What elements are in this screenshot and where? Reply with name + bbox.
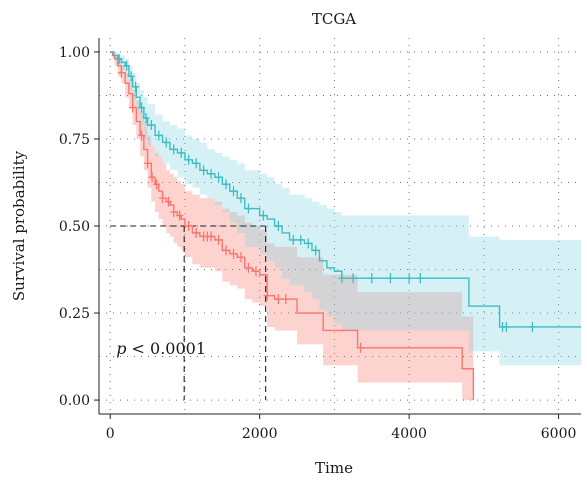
- p-value-symbol: p: [116, 339, 126, 358]
- y-tick-label: 0.25: [59, 306, 90, 322]
- censor-mark-cyan: [127, 71, 135, 82]
- censor-mark-red: [164, 196, 172, 207]
- censor-mark-cyan: [132, 81, 140, 92]
- censor-mark-cyan: [312, 245, 320, 256]
- censor-mark-cyan: [349, 273, 357, 284]
- censor-mark-cyan: [185, 154, 193, 165]
- censor-mark-red: [282, 294, 290, 305]
- x-tick-label: 6000: [541, 426, 577, 442]
- median-reference-lines: [110, 225, 267, 401]
- p-value-annotation: p < 0.0001: [116, 339, 206, 358]
- censor-mark-red: [237, 252, 245, 263]
- x-tick-label: 4000: [391, 426, 427, 442]
- ci-band-red: [110, 51, 474, 401]
- confidence-bands: [110, 51, 582, 401]
- censor-mark-red: [129, 102, 137, 113]
- censor-mark-cyan: [230, 186, 238, 197]
- censor-mark-cyan: [200, 165, 208, 176]
- chart-title: TCGA: [312, 10, 356, 28]
- censor-mark-cyan: [147, 120, 155, 131]
- x-axis-title: Time: [315, 459, 353, 477]
- censor-mark-red: [138, 130, 146, 141]
- censor-mark-cyan: [215, 172, 223, 183]
- censor-mark-cyan: [528, 321, 536, 332]
- censor-mark-red: [153, 179, 161, 190]
- axes: 0 2000 4000 6000 0.00 0.25 0.50 0.75 1.00: [59, 38, 581, 442]
- censor-mark-red: [192, 227, 200, 238]
- censor-mark-red: [222, 245, 230, 256]
- ci-band-cyan: [110, 51, 582, 366]
- y-tick-label: 0.75: [59, 132, 90, 148]
- censor-mark-red: [176, 210, 184, 221]
- censor-mark-cyan: [138, 102, 146, 113]
- x-tick-label: 0: [106, 426, 115, 442]
- censor-mark-cyan: [405, 273, 413, 284]
- censor-mark-red: [252, 266, 260, 277]
- censor-mark-cyan: [177, 147, 185, 158]
- censor-mark-cyan: [237, 193, 245, 204]
- censor-mark-cyan: [416, 273, 424, 284]
- censor-mark-red: [357, 342, 365, 353]
- censor-marks: [115, 53, 536, 353]
- y-tick-label: 0.50: [59, 219, 90, 235]
- censor-mark-red: [215, 234, 223, 245]
- censor-mark-red: [230, 248, 238, 259]
- x-tick-label: 2000: [242, 426, 278, 442]
- censor-mark-red: [148, 172, 156, 183]
- censor-mark-red: [144, 158, 152, 169]
- censor-mark-cyan: [338, 273, 346, 284]
- y-tick-label: 0.00: [59, 393, 90, 409]
- censor-mark-red: [244, 262, 252, 273]
- censor-mark-red: [185, 221, 193, 231]
- p-value-text: < 0.0001: [126, 339, 206, 358]
- censor-mark-cyan: [502, 321, 510, 332]
- censor-mark-cyan: [207, 168, 215, 179]
- censor-mark-red: [170, 207, 178, 218]
- censor-mark-cyan: [289, 234, 297, 245]
- censor-mark-cyan: [259, 210, 267, 221]
- censor-mark-cyan: [142, 113, 150, 124]
- y-tick-label: 1.00: [59, 45, 90, 61]
- y-axis-title: Survival probability: [10, 150, 28, 301]
- censor-mark-cyan: [368, 273, 376, 284]
- censor-mark-red: [263, 290, 271, 301]
- censor-mark-cyan: [244, 203, 252, 214]
- survival-curve-red: [110, 51, 475, 401]
- censor-mark-red: [207, 231, 215, 242]
- censor-mark-cyan: [123, 60, 131, 71]
- censor-mark-cyan: [170, 144, 178, 155]
- censor-mark-red: [274, 294, 282, 305]
- censor-mark-cyan: [386, 273, 394, 284]
- censor-mark-cyan: [222, 179, 230, 190]
- censor-mark-red: [117, 67, 125, 78]
- censor-mark-red: [159, 193, 167, 204]
- censor-mark-cyan: [304, 238, 312, 249]
- censor-mark-cyan: [115, 53, 123, 64]
- censor-mark-cyan: [155, 130, 163, 141]
- censor-mark-cyan: [274, 221, 282, 231]
- censor-mark-cyan: [297, 234, 305, 245]
- censor-mark-cyan: [162, 137, 170, 148]
- censor-mark-cyan: [192, 158, 200, 169]
